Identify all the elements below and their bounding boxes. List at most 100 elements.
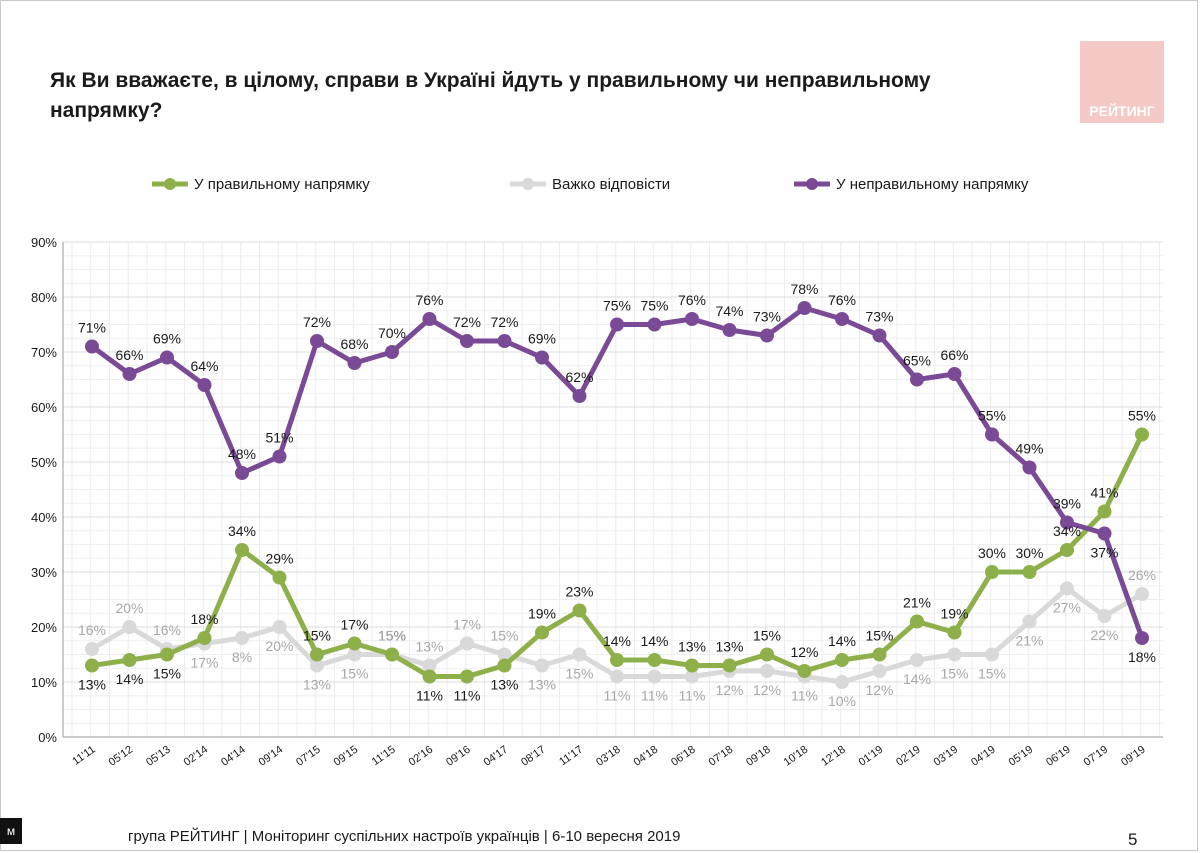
data-label-right-direction: 34% [1053, 523, 1081, 539]
data-label-right-direction: 11% [416, 688, 443, 704]
chart-series [85, 301, 1149, 689]
data-point-hard-to-say [272, 620, 287, 634]
data-label-right-direction: 15% [378, 628, 406, 644]
x-tick-label: 04'18 [632, 744, 661, 769]
data-label-right-direction: 18% [190, 611, 218, 627]
data-point-right-direction [197, 631, 212, 645]
data-point-hard-to-say [647, 669, 662, 684]
data-label-right-direction: 19% [528, 606, 556, 622]
data-label-right-direction: 14% [828, 633, 856, 649]
data-point-right-direction [122, 653, 137, 667]
data-point-hard-to-say [535, 658, 549, 673]
data-label-right-direction: 13% [490, 677, 518, 693]
data-label-wrong-direction: 73% [865, 309, 893, 325]
series-right-direction [85, 427, 1149, 684]
data-label-wrong-direction: 72% [490, 314, 518, 330]
data-label-right-direction: 41% [1090, 485, 1118, 501]
data-label-right-direction: 14% [640, 633, 668, 649]
data-label-wrong-direction: 76% [828, 292, 856, 308]
data-point-wrong-direction [272, 449, 287, 464]
data-point-right-direction [910, 614, 924, 629]
data-point-right-direction [235, 543, 249, 557]
data-point-hard-to-say [235, 631, 249, 645]
x-tick-label: 06'19 [1044, 744, 1073, 769]
data-point-right-direction [647, 653, 662, 667]
data-label-right-direction: 13% [715, 639, 743, 655]
data-label-wrong-direction: 76% [678, 292, 706, 308]
data-point-wrong-direction [122, 367, 137, 381]
data-label-right-direction: 30% [1015, 545, 1043, 561]
data-label-wrong-direction: 37% [1090, 545, 1118, 561]
data-point-right-direction [722, 658, 737, 673]
data-label-hard-to-say: 20% [265, 638, 293, 654]
data-label-wrong-direction: 48% [228, 446, 256, 462]
data-label-wrong-direction: 66% [115, 347, 143, 363]
data-label-wrong-direction: 68% [340, 336, 368, 352]
rating-logo: РЕЙТИНГ [1080, 41, 1164, 123]
data-point-right-direction [497, 658, 512, 673]
data-point-right-direction [310, 647, 324, 662]
data-label-hard-to-say: 12% [865, 682, 893, 698]
data-point-wrong-direction [85, 339, 99, 354]
data-label-wrong-direction: 69% [528, 331, 556, 347]
logo-text: РЕЙТИНГ [1089, 103, 1155, 119]
data-point-hard-to-say [310, 658, 324, 673]
data-label-wrong-direction: 71% [78, 320, 106, 336]
data-label-right-direction: 55% [1128, 408, 1156, 424]
data-label-wrong-direction: 55% [978, 408, 1006, 424]
x-tick-label: 07'18 [707, 744, 736, 769]
x-tick-label: 04'17 [482, 744, 511, 769]
data-label-right-direction: 15% [865, 628, 893, 644]
data-point-right-direction [760, 647, 774, 662]
data-label-hard-to-say: 16% [153, 622, 181, 638]
data-label-hard-to-say: 27% [1053, 600, 1081, 616]
data-point-wrong-direction [572, 389, 587, 403]
data-point-wrong-direction [872, 328, 887, 343]
x-tick-label: 07'15 [294, 744, 323, 769]
data-point-wrong-direction [235, 466, 249, 480]
chart-title: Як Ви вважаєте, в цілому, справи в Украї… [50, 69, 931, 122]
legend-label-right-direction: У правильному напрямку [194, 176, 370, 193]
data-point-right-direction [460, 669, 474, 684]
y-tick-label: 80% [31, 290, 57, 305]
data-label-right-direction: 13% [678, 639, 706, 655]
data-label-right-direction: 29% [265, 551, 293, 567]
data-label-hard-to-say: 17% [190, 655, 218, 671]
data-point-right-direction [1060, 543, 1074, 557]
y-tick-label: 50% [31, 455, 57, 470]
y-tick-label: 60% [31, 400, 57, 415]
data-label-right-direction: 11% [454, 688, 481, 704]
data-label-right-direction: 21% [903, 595, 931, 611]
data-label-right-direction: 12% [790, 644, 818, 660]
data-point-wrong-direction [647, 317, 662, 332]
data-point-hard-to-say [122, 620, 137, 634]
data-point-hard-to-say [460, 636, 474, 651]
page-number: 5 [1128, 830, 1138, 849]
data-label-wrong-direction: 18% [1128, 649, 1156, 665]
data-label-hard-to-say: 21% [1015, 633, 1043, 649]
data-point-hard-to-say [1097, 609, 1112, 623]
y-tick-label: 40% [31, 510, 57, 525]
data-label-hard-to-say: 15% [378, 628, 406, 644]
data-point-wrong-direction [910, 372, 924, 387]
x-tick-label: 11'11 [70, 744, 97, 768]
data-point-right-direction [610, 653, 624, 667]
data-label-wrong-direction: 76% [415, 292, 443, 308]
x-tick-label: 12'18 [819, 744, 848, 769]
data-point-right-direction [1135, 427, 1149, 442]
data-point-wrong-direction [422, 312, 437, 326]
data-label-hard-to-say: 20% [115, 600, 143, 616]
data-point-right-direction [272, 570, 287, 585]
x-tick-label: 08'17 [519, 744, 548, 769]
data-label-right-direction: 30% [978, 545, 1006, 561]
data-point-hard-to-say [610, 669, 624, 684]
data-label-wrong-direction: 64% [190, 358, 218, 374]
data-label-right-direction: 19% [940, 606, 968, 622]
data-label-hard-to-say: 15% [490, 628, 518, 644]
legend-label-hard-to-say: Важко відповісти [552, 176, 671, 193]
data-label-wrong-direction: 73% [753, 309, 781, 325]
data-label-right-direction: 34% [228, 523, 256, 539]
data-point-hard-to-say [835, 675, 849, 689]
